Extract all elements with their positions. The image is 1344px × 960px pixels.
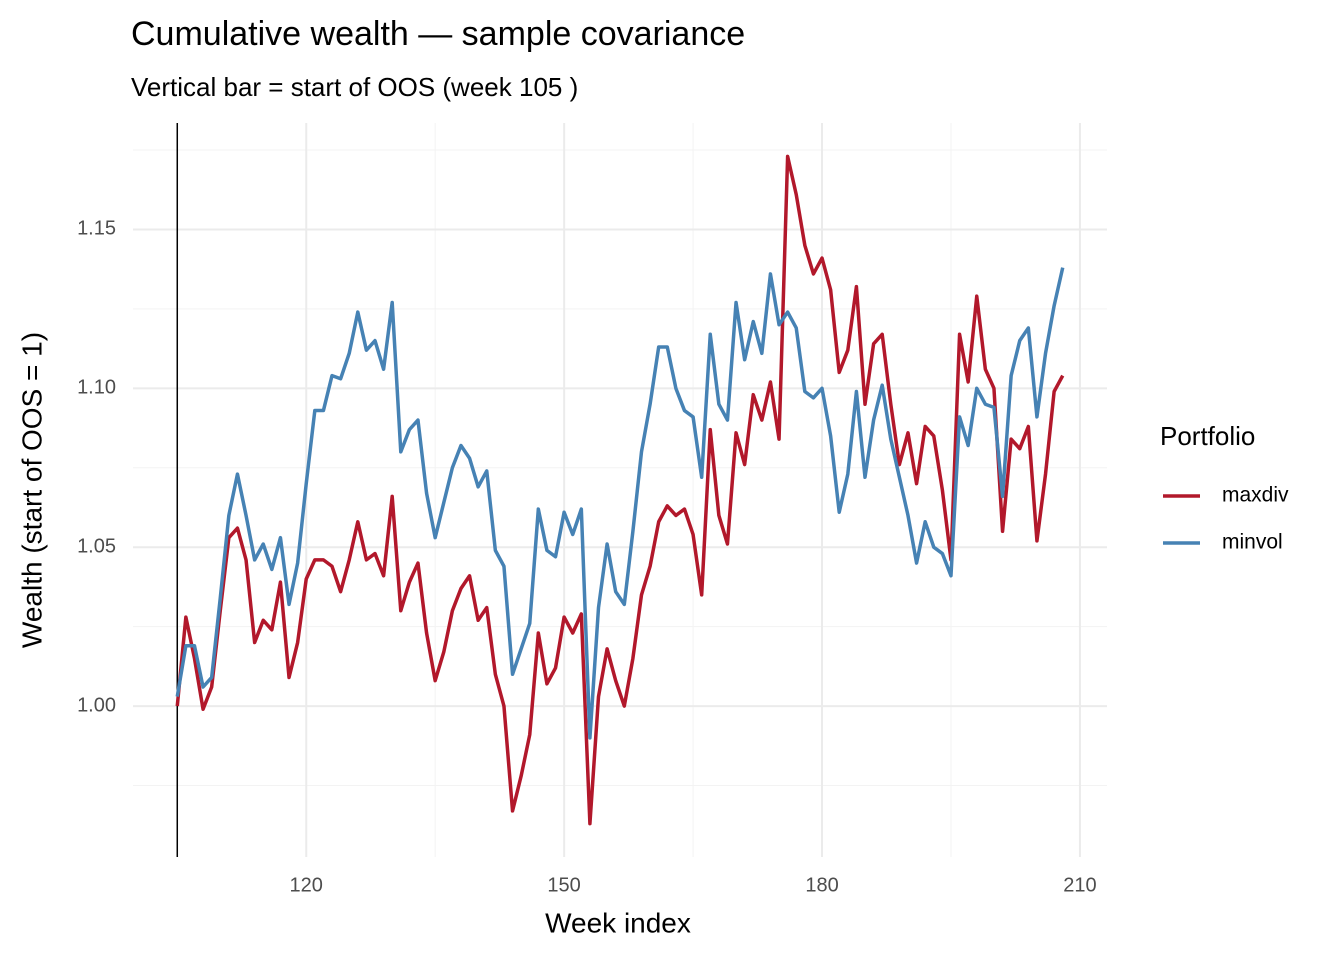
y-axis-title: Wealth (start of OOS = 1): [16, 332, 47, 648]
y-tick-label: 1.05: [77, 535, 116, 557]
chart-title: Cumulative wealth — sample covariance: [131, 15, 745, 53]
legend-label: maxdiv: [1222, 484, 1289, 507]
series-line: [175, 267, 1065, 740]
x-tick-label: 120: [290, 874, 323, 896]
x-tick-label: 180: [805, 874, 838, 896]
y-tick-label: 1.15: [77, 218, 116, 240]
chart-subtitle: Vertical bar = start of OOS (week 105 ): [131, 72, 578, 102]
x-axis-title: Week index: [545, 907, 691, 938]
legend-title: Portfolio: [1160, 421, 1255, 451]
y-tick-label: 1.00: [77, 694, 116, 716]
x-tick-label: 210: [1063, 874, 1096, 896]
y-tick-label: 1.10: [77, 377, 116, 399]
legend-label: minvol: [1222, 531, 1283, 554]
x-tick-label: 150: [547, 874, 580, 896]
series-line: [175, 154, 1065, 826]
